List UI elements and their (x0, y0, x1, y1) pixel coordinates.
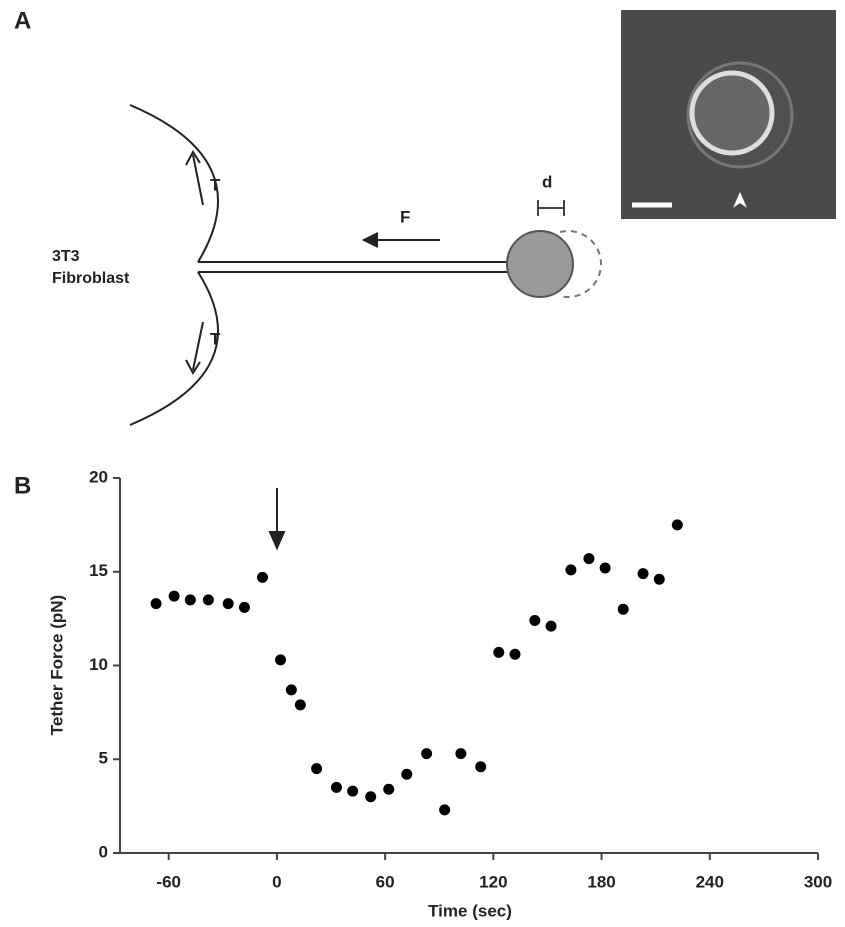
arrowhead-marker (733, 192, 747, 208)
data-point (545, 620, 557, 632)
data-point (294, 699, 306, 711)
data-point (509, 648, 521, 660)
diagram (129, 104, 603, 551)
y-axis-title: Tether Force (pN) (47, 595, 66, 735)
treatment-arrowhead (268, 531, 286, 551)
data-point (671, 519, 683, 531)
plot: 0 5 10 15 20 -60 0 60 120 180 240 300 (89, 467, 832, 891)
x-tick-label: 180 (587, 872, 615, 891)
x-tick-label: 300 (804, 872, 832, 891)
data-point (347, 785, 359, 797)
data-point (330, 781, 342, 793)
cell-membrane (129, 104, 219, 426)
data-point (653, 573, 665, 585)
data-point (493, 646, 505, 658)
cell-label: Fibroblast (52, 270, 130, 287)
displacement-bracket (537, 200, 565, 216)
x-tick-label: -60 (156, 872, 181, 891)
displaced-bead (559, 230, 603, 298)
data-point (637, 568, 649, 580)
data-point (150, 598, 162, 610)
data-point (383, 783, 395, 795)
data-point (275, 654, 287, 666)
data-point (475, 761, 487, 773)
data-point (529, 615, 541, 626)
panel-label: B (14, 472, 31, 499)
data-point (439, 804, 451, 816)
tension-label: T (210, 175, 221, 194)
data-point (238, 601, 250, 613)
y-tick-label: 15 (89, 561, 108, 580)
data-point (202, 594, 214, 606)
data-point (565, 564, 577, 576)
x-axis-title: Time (sec) (428, 901, 512, 920)
displacement-label: d (542, 172, 552, 191)
cell-label: 3T3 (52, 248, 80, 265)
x-tick-label: 240 (696, 872, 724, 891)
data-point (311, 763, 323, 775)
data-point (617, 603, 629, 615)
data-point (401, 768, 413, 780)
tension-label: T (210, 329, 221, 348)
data-point (184, 594, 196, 606)
data-point (583, 553, 595, 565)
x-tick-label: 60 (376, 872, 395, 891)
data-point (168, 590, 180, 602)
y-tick-label: 10 (89, 655, 108, 674)
x-tick-label: 120 (479, 872, 507, 891)
data-point (599, 562, 611, 574)
data-point (455, 748, 467, 760)
tension-arrow (185, 321, 204, 375)
y-tick-label: 20 (89, 467, 108, 486)
cell-image (689, 70, 775, 156)
bead (506, 230, 574, 298)
micrograph (621, 10, 836, 219)
force-label: F (400, 207, 410, 226)
y-tick-label: 0 (99, 842, 108, 861)
force-arrowhead (361, 232, 379, 248)
data-point (365, 791, 377, 803)
data-point (285, 684, 297, 696)
panel-label: A (14, 7, 31, 34)
y-tick-label: 5 (99, 749, 108, 768)
data-point (421, 748, 433, 760)
x-tick-label: 0 (272, 872, 281, 891)
data-point (222, 598, 234, 610)
data-point (256, 571, 268, 583)
tension-arrow (185, 150, 204, 206)
